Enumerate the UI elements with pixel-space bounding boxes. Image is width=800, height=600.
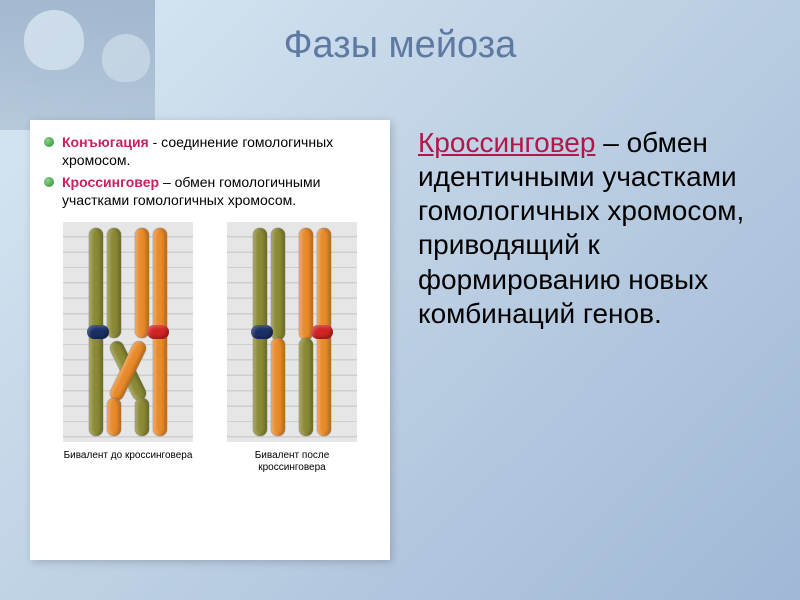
term-konjugatsiya: Конъюгация	[62, 134, 149, 150]
panel-after	[227, 222, 357, 442]
chromatid-orange-1-bottom-olive	[299, 338, 313, 436]
chromatid-olive-2-bottom-orange	[271, 338, 285, 436]
lower-seg-orange	[107, 398, 121, 436]
chromatid-orange-1	[135, 228, 149, 338]
centromere-right	[147, 325, 169, 339]
lower-seg-olive	[135, 398, 149, 436]
slide: Фазы мейоза Конъюгация - соединение гомо…	[0, 0, 800, 600]
bivalent-before: Бивалент до кроссинговера	[58, 222, 198, 476]
figure-panel: Конъюгация - соединение гомологичных хро…	[30, 120, 390, 560]
body-text: Кроссинговер – обмен идентичными участка…	[418, 120, 770, 560]
centromere-right	[311, 325, 333, 339]
slide-title: Фазы мейоза	[0, 24, 800, 67]
definition-1-text: Конъюгация - соединение гомологичных хро…	[62, 134, 376, 170]
definition-konjugatsiya: Конъюгация - соединение гомологичных хро…	[44, 134, 376, 170]
definition-2-text: Кроссинговер – обмен гомологичными участ…	[62, 174, 376, 210]
centromere-left	[87, 325, 109, 339]
chromatid-orange-1-top	[299, 228, 313, 340]
content-row: Конъюгация - соединение гомологичных хро…	[30, 120, 770, 560]
term-link-crossingover[interactable]: Кроссинговер	[418, 127, 595, 158]
chromosome-diagrams: Бивалент до кроссинговера Бивалент после…	[44, 222, 376, 476]
chromatid-olive-2	[107, 228, 121, 338]
definition-crossingover: Кроссинговер – обмен гомологичными участ…	[44, 174, 376, 210]
chromatid-olive-2-top	[271, 228, 285, 340]
centromere-left	[251, 325, 273, 339]
caption-after: Бивалент после кроссинговера	[222, 450, 362, 476]
bivalent-after: Бивалент после кроссинговера	[222, 222, 362, 476]
bullet-icon	[44, 137, 54, 147]
bullet-icon	[44, 177, 54, 187]
caption-before: Бивалент до кроссинговера	[64, 450, 193, 463]
panel-before	[63, 222, 193, 442]
term-crossingover: Кроссинговер	[62, 174, 159, 190]
